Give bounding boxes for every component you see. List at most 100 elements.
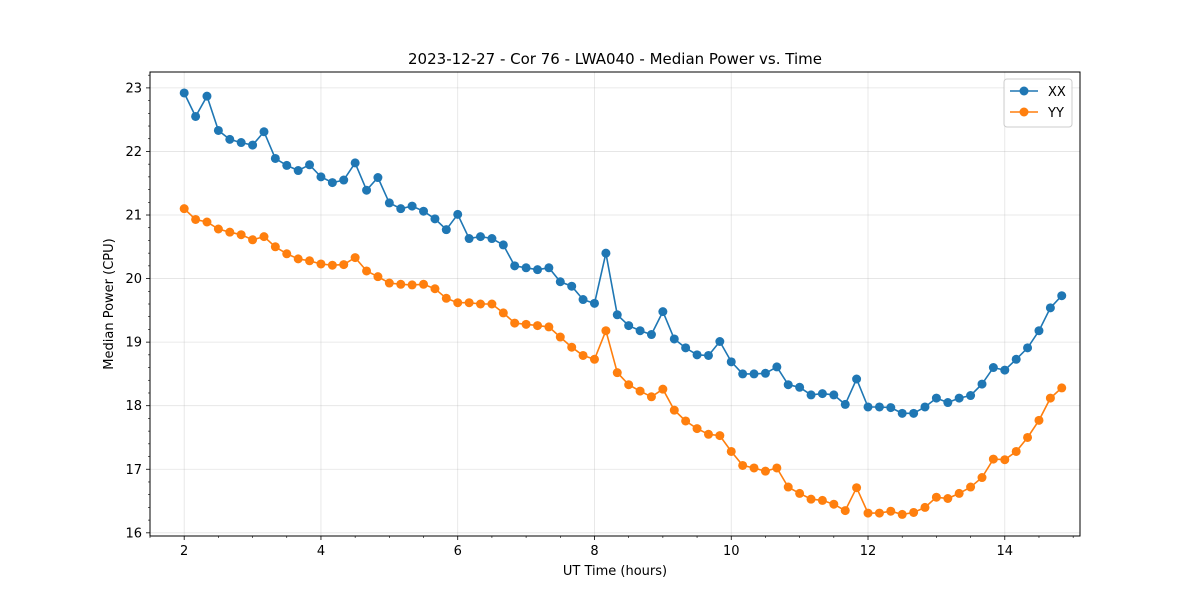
data-point <box>419 279 429 289</box>
data-point <box>1023 432 1033 442</box>
series-yy <box>179 204 1067 519</box>
data-point <box>806 390 816 400</box>
data-point <box>248 140 258 150</box>
data-point <box>783 380 793 390</box>
data-point <box>874 402 884 412</box>
data-point <box>567 281 577 291</box>
data-point <box>441 225 451 235</box>
data-point <box>920 402 930 412</box>
data-point <box>282 160 292 170</box>
data-point <box>840 399 850 409</box>
data-point <box>726 446 736 456</box>
data-point <box>589 298 599 308</box>
x-tick-label: 14 <box>997 544 1014 559</box>
series-layer <box>179 88 1067 519</box>
data-point <box>293 254 303 264</box>
data-point <box>749 463 759 473</box>
legend: XX YY <box>1003 78 1073 128</box>
data-point <box>646 392 656 402</box>
data-point <box>510 318 520 328</box>
data-point <box>475 299 485 309</box>
data-point <box>988 363 998 373</box>
data-point <box>384 198 394 208</box>
data-point <box>601 326 611 336</box>
data-point <box>270 153 280 163</box>
data-point <box>692 350 702 360</box>
data-point <box>1034 415 1044 425</box>
data-point <box>316 172 326 182</box>
data-point <box>350 253 360 263</box>
data-point <box>282 249 292 259</box>
data-point <box>863 508 873 518</box>
data-point <box>943 398 953 408</box>
data-point <box>954 393 964 403</box>
data-point <box>316 259 326 269</box>
data-point <box>327 260 337 270</box>
data-point <box>612 368 622 378</box>
y-tick-label: 22 <box>125 145 142 160</box>
data-point <box>293 166 303 176</box>
data-point <box>407 201 417 211</box>
data-point <box>966 482 976 492</box>
legend-marker-xx <box>1019 86 1029 96</box>
data-point <box>407 280 417 290</box>
data-point <box>510 261 520 271</box>
data-point <box>339 175 349 185</box>
data-point <box>498 308 508 318</box>
data-point <box>270 242 280 252</box>
data-point <box>772 463 782 473</box>
data-point <box>909 507 919 517</box>
data-point <box>635 386 645 396</box>
data-point <box>646 330 656 340</box>
data-point <box>760 368 770 378</box>
data-point <box>715 337 725 347</box>
x-tick-label: 6 <box>454 544 462 559</box>
x-axis-label: UT Time (hours) <box>563 564 667 579</box>
data-point <box>236 230 246 240</box>
data-point <box>578 350 588 360</box>
data-point <box>852 374 862 384</box>
data-point <box>1011 354 1021 364</box>
legend-label-xx: XX <box>1048 85 1066 100</box>
data-point <box>430 214 440 224</box>
data-point <box>624 380 634 390</box>
data-point <box>1057 383 1067 393</box>
data-point <box>612 310 622 320</box>
data-point <box>350 158 360 168</box>
x-tick-label: 8 <box>590 544 598 559</box>
y-tick-label: 19 <box>125 336 142 351</box>
data-point <box>886 506 896 516</box>
y-tick-label: 20 <box>125 272 142 287</box>
data-point <box>692 424 702 434</box>
legend-marker-yy <box>1019 107 1029 117</box>
data-point <box>225 227 235 237</box>
data-point <box>202 217 212 227</box>
data-point <box>635 326 645 336</box>
data-point <box>658 384 668 394</box>
data-point <box>920 502 930 512</box>
x-axis: 2 4 6 8 10 12 14 <box>149 536 1074 559</box>
data-point <box>213 224 223 234</box>
data-point <box>305 160 315 170</box>
data-point <box>840 506 850 516</box>
data-point <box>795 382 805 392</box>
data-point <box>384 278 394 288</box>
data-point <box>179 204 189 214</box>
x-tick-label: 4 <box>317 544 325 559</box>
data-point <box>236 138 246 148</box>
data-point <box>703 429 713 439</box>
data-point <box>806 494 816 504</box>
data-point <box>749 369 759 379</box>
data-point <box>225 134 235 144</box>
y-axis: 16 17 18 19 20 21 22 23 <box>125 74 150 541</box>
data-point <box>373 272 383 282</box>
data-point <box>783 482 793 492</box>
y-tick-label: 16 <box>125 526 142 541</box>
data-point <box>874 508 884 518</box>
y-tick-label: 23 <box>125 81 142 96</box>
data-point <box>521 263 531 273</box>
data-point <box>1045 393 1055 403</box>
data-point <box>396 279 406 289</box>
data-point <box>396 204 406 214</box>
data-point <box>362 185 372 195</box>
